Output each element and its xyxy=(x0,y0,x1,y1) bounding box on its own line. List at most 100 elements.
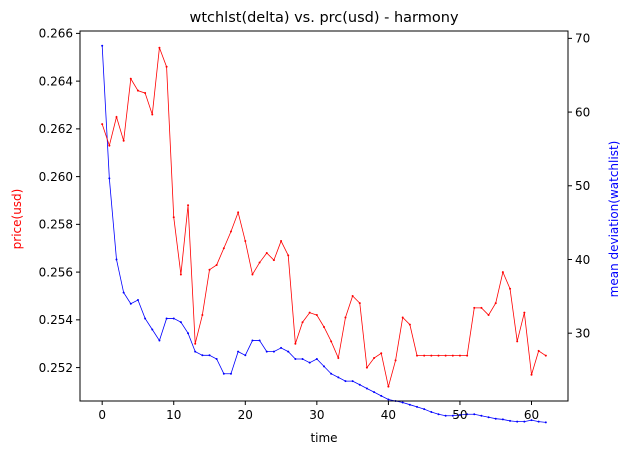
watchlist-data-point xyxy=(501,418,504,421)
price-data-point xyxy=(494,302,497,305)
x-tick-label: 30 xyxy=(309,408,324,422)
price-data-point xyxy=(509,287,512,290)
watchlist-data-point xyxy=(444,414,447,417)
watchlist-data-point xyxy=(301,357,304,360)
price-data-point xyxy=(416,354,419,357)
watchlist-data-point xyxy=(208,354,211,357)
price-data-point xyxy=(280,240,283,243)
watchlist-data-point xyxy=(158,339,161,342)
price-data-point xyxy=(122,139,125,142)
watchlist-data-point xyxy=(509,419,512,422)
price-data-point xyxy=(251,273,254,276)
price-data-point xyxy=(108,144,111,147)
watchlist-data-point xyxy=(258,339,261,342)
price-data-point xyxy=(222,247,225,250)
price-data-point xyxy=(330,340,333,343)
watchlist-data-point xyxy=(215,357,218,360)
price-data-point xyxy=(501,271,504,274)
price-data-point xyxy=(179,273,182,276)
watchlist-data-point xyxy=(466,413,469,416)
left-y-tick-label: 0.260 xyxy=(39,170,73,184)
left-y-tick-label: 0.262 xyxy=(39,122,73,136)
watchlist-data-point xyxy=(201,354,204,357)
price-data-point xyxy=(136,89,139,92)
price-data-point xyxy=(380,352,383,355)
left-y-axis-label: price(usd) xyxy=(10,189,24,250)
price-data-point xyxy=(258,261,261,264)
price-data-point xyxy=(208,268,211,271)
watchlist-data-point xyxy=(330,372,333,375)
watchlist-data-point xyxy=(337,376,340,379)
watchlist-data-point xyxy=(172,317,175,320)
price-data-point xyxy=(408,323,411,326)
watchlist-data-point xyxy=(451,414,454,417)
watchlist-data-point xyxy=(244,354,247,357)
watchlist-data-point xyxy=(487,416,490,419)
left-y-tick-label: 0.254 xyxy=(39,313,73,327)
right-y-tick-label: 40 xyxy=(575,253,590,267)
price-data-point xyxy=(530,373,533,376)
watchlist-data-point xyxy=(136,299,139,302)
watchlist-data-point xyxy=(358,383,361,386)
watchlist-data-point xyxy=(365,387,368,390)
price-data-point xyxy=(265,252,268,254)
watchlist-data-point xyxy=(194,350,197,353)
watchlist-data-point xyxy=(373,391,376,394)
price-data-point xyxy=(172,216,175,219)
watchlist-data-point xyxy=(179,321,182,324)
x-tick-label: 60 xyxy=(524,408,539,422)
watchlist-data-point xyxy=(537,420,540,423)
left-y-tick-label: 0.256 xyxy=(39,265,73,279)
watchlist-data-point xyxy=(108,177,111,180)
watchlist-data-point xyxy=(287,350,290,353)
price-data-point xyxy=(201,314,204,317)
x-tick-label: 0 xyxy=(98,408,106,422)
right-y-tick-label: 70 xyxy=(575,32,590,46)
chart-title: wtchlst(delta) vs. prc(usd) - harmony xyxy=(189,10,458,26)
x-tick-label: 20 xyxy=(238,408,253,422)
watchlist-data-point xyxy=(523,420,526,423)
price-data-point xyxy=(165,65,168,68)
watchlist-data-point xyxy=(272,350,275,353)
plot-frame xyxy=(79,30,569,402)
price-data-point xyxy=(466,354,469,357)
price-data-point xyxy=(451,354,454,357)
price-data-point xyxy=(129,77,132,80)
left-y-tick-label: 0.266 xyxy=(39,27,73,41)
watchlist-data-point xyxy=(165,317,168,320)
watchlist-data-point xyxy=(380,394,383,397)
x-tick-label: 40 xyxy=(381,408,396,422)
price-data-point xyxy=(537,349,540,352)
price-data-point xyxy=(101,123,104,126)
watchlist-data-point xyxy=(294,357,297,360)
right-y-axis-label: mean deviation(watchlist) xyxy=(607,141,621,298)
watchlist-data-point xyxy=(315,357,318,360)
price-data-point xyxy=(194,342,197,345)
right-y-tick-label: 50 xyxy=(575,179,590,193)
watchlist-data-point xyxy=(458,414,461,416)
price-series-line xyxy=(101,47,547,387)
price-data-point xyxy=(115,115,118,118)
watchlist-data-point xyxy=(437,413,440,416)
watchlist-data-point xyxy=(323,365,325,368)
watchlist-data-point xyxy=(430,411,433,414)
price-data-point xyxy=(423,354,426,357)
watchlist-data-point xyxy=(229,372,232,375)
watchlist-data-point xyxy=(122,291,125,294)
price-data-point xyxy=(516,340,519,343)
watchlist-data-point xyxy=(308,361,311,364)
price-data-point xyxy=(458,354,461,357)
price-data-point xyxy=(401,316,404,319)
price-data-point xyxy=(473,306,476,309)
watchlist-data-point xyxy=(129,302,132,305)
watchlist-data-point xyxy=(408,403,411,406)
axes-layer: 0 10 20 30 40 50 60 0.252 0.254 0.256 0.258 0.260 0.… xyxy=(39,27,591,422)
watchlist-data-point xyxy=(387,398,390,401)
watchlist-data-point xyxy=(251,339,254,342)
watchlist-data-point xyxy=(416,405,419,408)
price-data-point xyxy=(394,359,397,362)
price-data-point xyxy=(158,46,161,49)
price-data-point xyxy=(144,92,147,95)
x-axis-label: time xyxy=(310,431,337,445)
price-data-point xyxy=(373,357,376,360)
